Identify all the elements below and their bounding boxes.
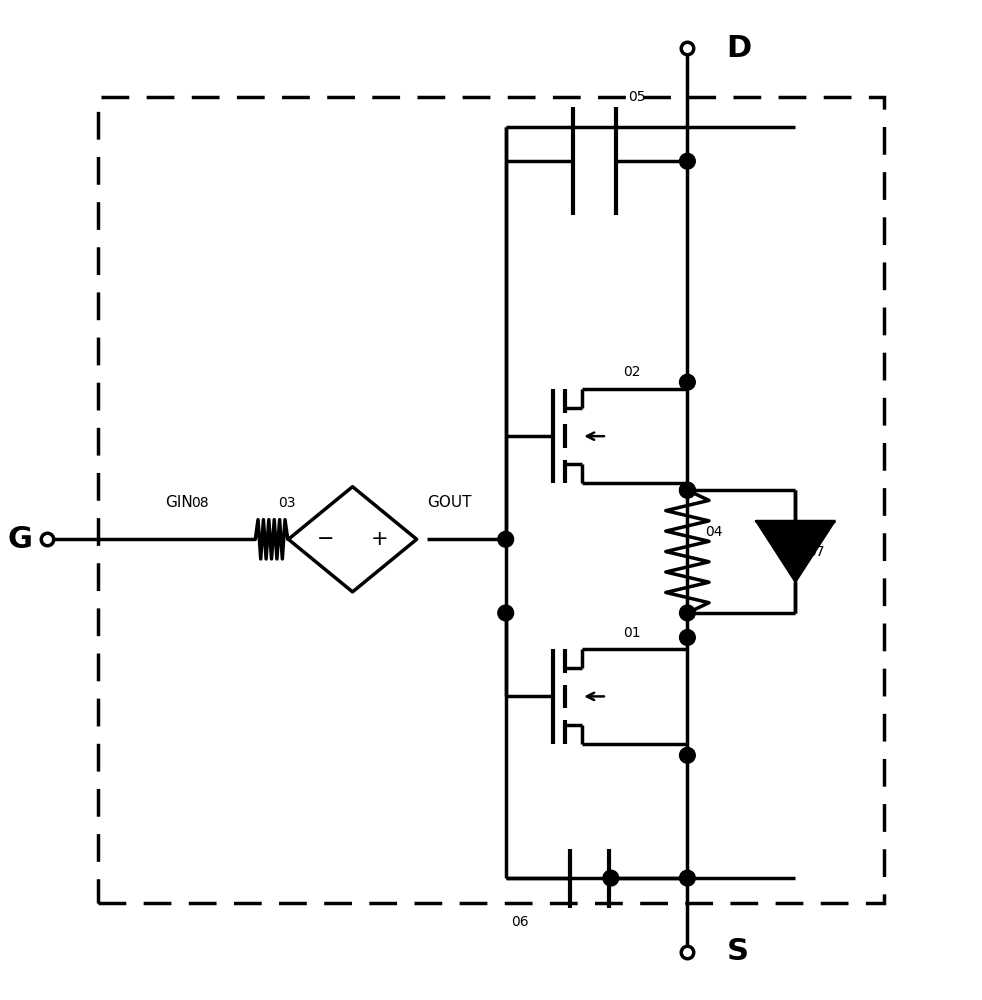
Text: 03: 03: [278, 496, 296, 510]
Text: 07: 07: [807, 545, 825, 559]
Text: 04: 04: [705, 525, 723, 539]
Text: 02: 02: [624, 365, 641, 379]
Text: 08: 08: [191, 496, 209, 510]
Text: 06: 06: [511, 915, 528, 929]
Text: −: −: [317, 529, 334, 549]
Text: 05: 05: [628, 90, 646, 104]
Text: 01: 01: [624, 626, 641, 640]
Circle shape: [498, 531, 514, 547]
Circle shape: [680, 482, 695, 498]
Text: D: D: [727, 34, 752, 63]
Text: GOUT: GOUT: [427, 495, 471, 510]
Text: +: +: [370, 529, 388, 549]
Circle shape: [680, 605, 695, 621]
Circle shape: [680, 747, 695, 763]
Circle shape: [680, 870, 695, 886]
Text: G: G: [7, 525, 32, 554]
Text: GIN: GIN: [165, 495, 193, 510]
Polygon shape: [756, 521, 835, 582]
Circle shape: [498, 605, 514, 621]
Text: S: S: [727, 937, 748, 966]
Circle shape: [680, 482, 695, 498]
Circle shape: [680, 153, 695, 169]
Circle shape: [680, 630, 695, 645]
Circle shape: [680, 374, 695, 390]
Circle shape: [603, 870, 619, 886]
